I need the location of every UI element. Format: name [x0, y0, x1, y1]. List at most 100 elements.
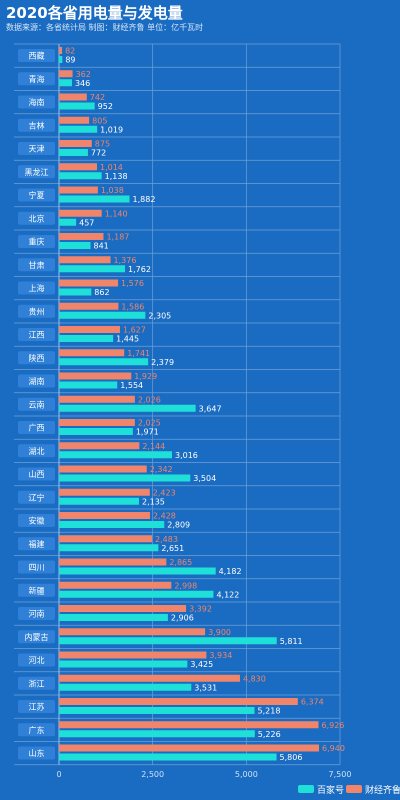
data-label-caijing: 1,014 [100, 163, 123, 172]
category-label: 河北 [29, 655, 45, 665]
bar-caijing [59, 442, 140, 450]
data-label-baijiahao: 89 [65, 56, 75, 65]
category-label: 天津 [29, 144, 45, 154]
category-label-bg [18, 490, 55, 504]
data-label-caijing: 2,144 [142, 442, 165, 451]
x-tick-label: 2,500 [141, 770, 164, 779]
bar-caijing [59, 209, 102, 217]
bar-baijiahao [59, 544, 159, 552]
bar-baijiahao [59, 195, 130, 203]
data-label-baijiahao: 952 [98, 102, 113, 111]
bar-caijing [59, 302, 119, 310]
bar-caijing [59, 93, 87, 101]
bar-caijing [59, 186, 98, 194]
data-label-caijing: 362 [76, 70, 91, 79]
bar-caijing [59, 698, 298, 705]
bar-caijing [59, 419, 135, 426]
category-label: 福建 [29, 539, 45, 549]
bar-caijing [59, 47, 63, 54]
bar-caijing [59, 233, 104, 240]
category-label-bg [18, 49, 55, 62]
bar-baijiahao [59, 404, 196, 412]
data-label-baijiahao: 346 [75, 79, 90, 88]
category-label: 河南 [29, 609, 45, 619]
category-label: 浙江 [29, 678, 45, 688]
category-label: 四川 [29, 563, 45, 572]
category-label-bg [18, 723, 55, 737]
category-label-bg [18, 165, 55, 179]
bar-baijiahao [59, 567, 216, 575]
bar-caijing [59, 651, 207, 659]
bar-baijiahao [59, 521, 165, 528]
bar-baijiahao [59, 335, 114, 342]
data-label-baijiahao: 3,425 [190, 660, 213, 669]
bar-caijing [59, 326, 120, 333]
data-label-baijiahao: 2,135 [142, 497, 165, 506]
bar-baijiahao [59, 79, 72, 87]
bar-caijing [59, 256, 111, 264]
category-label-bg [18, 653, 55, 667]
bar-baijiahao [59, 125, 98, 133]
category-label: 内蒙古 [25, 632, 49, 642]
bar-caijing [59, 395, 135, 403]
legend-swatch-baijiahao [298, 785, 314, 793]
data-label-baijiahao: 5,806 [280, 753, 303, 762]
bar-caijing [59, 558, 167, 566]
category-label: 湖北 [29, 447, 45, 456]
data-label-baijiahao: 841 [94, 242, 109, 251]
bar-caijing [59, 605, 187, 612]
bar-baijiahao [59, 730, 255, 738]
data-label-baijiahao: 5,811 [280, 637, 303, 646]
bar-baijiahao [59, 218, 77, 226]
legend: 百家号 财经齐鲁 [298, 783, 400, 796]
data-label-caijing: 2,865 [169, 558, 192, 567]
legend-item-baijiahao[interactable]: 百家号 [298, 783, 344, 796]
data-label-baijiahao: 1,138 [105, 172, 128, 181]
category-label-bg [18, 374, 55, 388]
data-label-baijiahao: 2,906 [171, 614, 194, 623]
category-label-bg [18, 95, 55, 109]
bar-caijing [59, 628, 206, 636]
category-label-bg [18, 142, 55, 155]
category-label-bg [18, 351, 55, 365]
category-label-bg [18, 281, 55, 295]
category-label: 山西 [29, 469, 45, 479]
category-label: 黑龙江 [25, 167, 49, 177]
category-label-bg [18, 235, 55, 248]
category-label-bg [18, 421, 55, 434]
data-label-caijing: 6,940 [322, 744, 345, 753]
data-label-caijing: 3,934 [209, 651, 232, 660]
data-label-caijing: 1,627 [123, 326, 146, 335]
legend-label-baijiahao: 百家号 [317, 785, 345, 796]
bar-baijiahao [59, 172, 102, 180]
bar-baijiahao [59, 102, 95, 110]
category-label: 吉林 [29, 120, 45, 130]
bar-caijing [59, 674, 240, 682]
data-label-caijing: 4,830 [243, 674, 266, 683]
data-label-caijing: 2,428 [153, 512, 176, 521]
category-label-bg [18, 607, 55, 620]
bar-baijiahao [59, 428, 133, 435]
bar-caijing [59, 349, 125, 357]
bar-caijing [59, 535, 153, 543]
category-label: 青海 [29, 74, 45, 84]
category-label-bg [18, 630, 55, 644]
bar-caijing [59, 163, 97, 171]
chart-subtitle: 数据来源：各省统计局 制图：财经齐鲁 单位：亿千瓦时 [6, 23, 204, 32]
category-label: 西藏 [29, 51, 45, 61]
category-label-bg [18, 211, 55, 225]
bar-caijing [59, 488, 150, 496]
category-label: 江苏 [29, 702, 45, 712]
category-label: 云南 [29, 399, 45, 409]
data-label-baijiahao: 1,554 [120, 381, 143, 390]
category-label-bg [18, 560, 55, 574]
data-label-caijing: 2,342 [150, 465, 173, 474]
data-label-baijiahao: 862 [94, 288, 109, 297]
category-label-bg [18, 118, 55, 132]
legend-item-caijing[interactable]: 财经齐鲁 [346, 783, 400, 796]
data-label-baijiahao: 1,882 [133, 195, 156, 204]
category-label: 重庆 [29, 237, 45, 247]
category-label: 湖南 [29, 376, 45, 386]
bar-baijiahao [59, 451, 172, 459]
